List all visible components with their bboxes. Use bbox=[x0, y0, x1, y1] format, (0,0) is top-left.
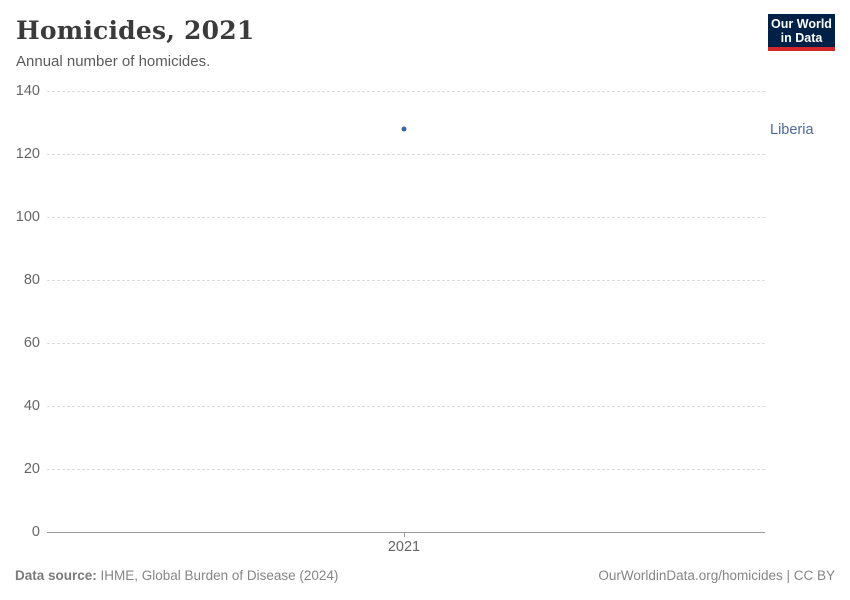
y-gridline bbox=[47, 154, 765, 155]
y-gridline bbox=[47, 280, 765, 281]
y-tick-label: 100 bbox=[15, 209, 40, 225]
y-gridline bbox=[47, 91, 765, 92]
y-tick-label: 40 bbox=[23, 398, 40, 414]
y-tick-label: 120 bbox=[15, 146, 40, 162]
chart-subtitle: Annual number of homicides. bbox=[16, 53, 211, 70]
y-gridline bbox=[47, 469, 765, 470]
x-axis-tick-label: 2021 bbox=[387, 539, 421, 555]
y-gridline bbox=[47, 343, 765, 344]
data-source-label: Data source: bbox=[15, 568, 97, 583]
chart-footer: Data source: IHME, Global Burden of Dise… bbox=[15, 568, 835, 583]
page-title: Homicides, 2021 bbox=[16, 16, 255, 45]
y-tick-label: 0 bbox=[31, 524, 40, 540]
x-axis-tick-mark bbox=[404, 532, 405, 537]
y-gridline bbox=[47, 406, 765, 407]
owid-logo-line2: in Data bbox=[780, 30, 823, 45]
y-tick-label: 140 bbox=[15, 83, 40, 99]
owid-logo-line1: Our World bbox=[771, 16, 832, 31]
data-source-value: IHME, Global Burden of Disease (2024) bbox=[96, 568, 339, 583]
data-source-note: Data source: IHME, Global Burden of Dise… bbox=[15, 568, 338, 583]
y-tick-label: 80 bbox=[23, 272, 40, 288]
y-gridline bbox=[47, 217, 765, 218]
owid-logo[interactable]: Our World in Data bbox=[768, 14, 835, 51]
x-axis-line bbox=[47, 532, 765, 533]
series-label-liberia[interactable]: Liberia bbox=[770, 121, 814, 138]
y-tick-label: 60 bbox=[23, 335, 40, 351]
credit-link[interactable]: OurWorldinData.org/homicides | CC BY bbox=[598, 568, 835, 583]
y-tick-label: 20 bbox=[23, 461, 40, 477]
data-point-liberia[interactable] bbox=[401, 126, 407, 132]
